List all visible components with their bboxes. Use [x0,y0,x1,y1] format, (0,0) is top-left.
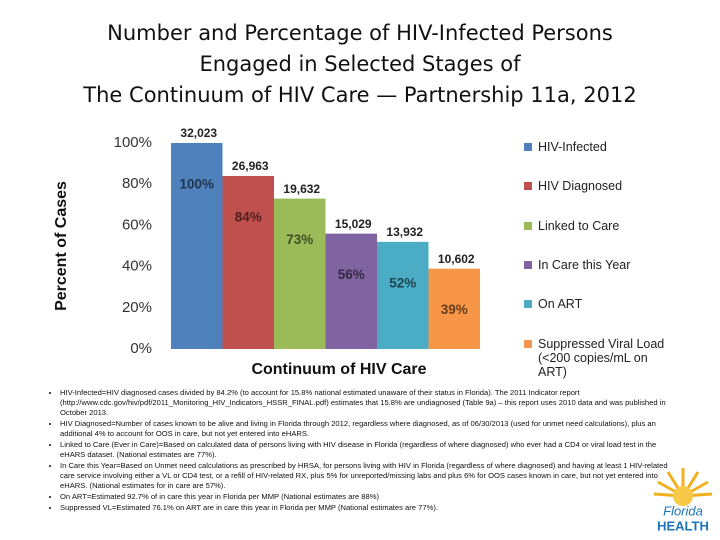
notes: HIV-Infected=HIV diagnosed cases divided… [48,388,672,514]
y-tick-label: 100% [114,134,152,151]
legend-label: HIV Diagnosed [538,179,623,194]
legend-label: Linked to Care [538,218,620,233]
y-tick-label: 0% [130,340,152,357]
legend-item: Suppressed Viral Load (<200 copies/mL on… [524,337,700,379]
count-label: 32,023 [180,126,217,140]
value-label: 52% [389,275,416,290]
bar [428,268,480,349]
logo-text: Florida [663,503,703,518]
count-label: 19,632 [283,182,320,196]
legend-swatch [524,143,532,151]
count-label: 13,932 [386,225,423,239]
legend-label: In Care this Year [538,257,631,272]
legend-item: HIV-Infected [524,140,700,154]
legend-label: On ART [538,297,583,312]
title-line: The Continuum of HIV Care — Partnership … [83,83,637,107]
logo: Florida HEALTH [650,462,716,536]
legend-label: Suppressed Viral Load (<200 copies/mL on… [538,336,665,379]
y-axis-title: Percent of Cases [53,181,70,311]
count-label: 15,029 [335,217,372,231]
note: Suppressed VL=Estimated 76.1% on ART are… [60,503,672,513]
legend-swatch [524,221,532,230]
value-label: 73% [286,232,313,247]
y-tick-label: 60% [122,216,152,233]
note: HIV Diagnosed=Number of cases known to b… [60,419,672,439]
bar [325,233,377,349]
legend-item: HIV Diagnosed [524,179,700,193]
title-line: Number and Percentage of HIV-Infected Pe… [107,21,613,45]
count-label: 10,602 [438,252,475,266]
value-label: 84% [235,210,262,225]
logo-sun-disc [673,486,693,506]
logo-graphic: Florida HEALTH [653,468,713,533]
legend-swatch [524,260,532,269]
logo-text: HEALTH [657,518,709,533]
legend-swatch [524,339,532,348]
y-tick-label: 40% [122,258,152,275]
y-tick-label: 80% [122,175,152,192]
x-axis-title: Continuum of HIV Care [251,361,426,378]
legend-swatch [524,300,532,309]
y-tick-label: 20% [122,299,152,316]
bar [171,143,223,349]
note: In Care this Year=Based on Unmet need ca… [60,461,672,491]
legend-item: Linked to Care [524,219,700,233]
bar [377,241,429,349]
note: HIV-Infected=HIV diagnosed cases divided… [60,388,672,418]
bar [222,175,274,349]
bar [274,198,326,349]
legend-label: HIV-Infected [538,140,607,154]
value-label: 39% [441,302,468,317]
value-label: 100% [179,177,214,192]
legend-item: In Care this Year [524,258,700,272]
legend-item: On ART [524,297,700,311]
chart: Continuum of HIV Care Percent of Cases 0… [53,126,480,378]
title: Number and Percentage of HIV-Infected Pe… [0,18,720,111]
title-line: Engaged in Selected Stages of [199,52,521,76]
note: On ART=Estimated 92.7% of in care this y… [60,492,672,502]
value-label: 56% [338,267,365,282]
legend-swatch [524,182,532,191]
count-label: 26,963 [232,159,269,173]
note: Linked to Care (Ever in Care)=Based on c… [60,440,672,460]
